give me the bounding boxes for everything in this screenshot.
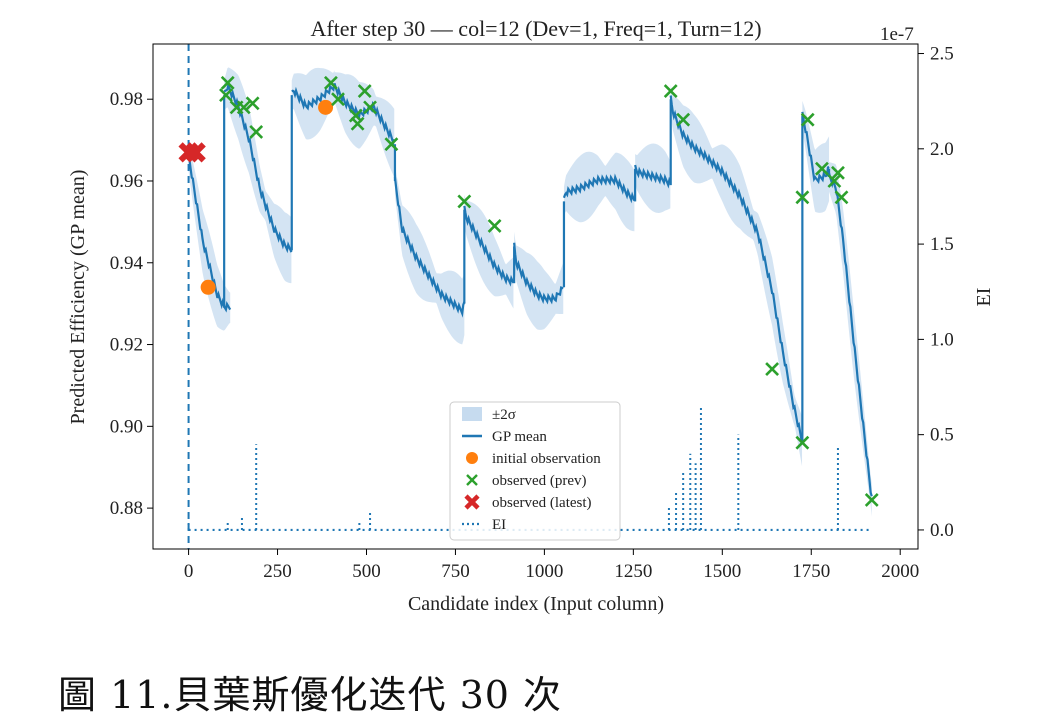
observed-prev-point: [245, 96, 260, 111]
ei-layer: [187, 406, 872, 532]
uncertainty-band-segment: [635, 143, 671, 213]
gp-mean-line-segment: [291, 83, 336, 111]
legend-label: observed (latest): [492, 495, 592, 511]
x-tick-label: 0: [184, 561, 194, 582]
y2-axis-label: EI: [973, 288, 995, 307]
observed-prev-point: [831, 165, 845, 180]
observed-prev-point: [800, 112, 815, 127]
y-axis-label: Predicted Efficiency (GP mean): [67, 170, 89, 425]
observed-prev-point: [827, 174, 842, 188]
observed-prev-point: [795, 190, 810, 205]
legend-entry: GP mean: [462, 429, 547, 445]
x-tick-label: 250: [263, 561, 292, 582]
x-tick-label: 2000: [881, 561, 919, 582]
y-tick-label: 0.88: [110, 498, 143, 519]
legend-entry: initial observation: [466, 451, 601, 467]
observed-prev-point: [220, 75, 235, 90]
observed-prev-point: [815, 161, 829, 176]
x-tick-label: 1000: [525, 561, 563, 582]
uncertainty-band-segment: [334, 72, 395, 178]
y-tick-label: 0.96: [110, 171, 143, 192]
gp-mean-line-segment: [513, 242, 564, 305]
legend-entry: observed (prev): [466, 473, 587, 489]
observed-prev-point: [219, 88, 233, 103]
gp-mean-line-segment: [801, 111, 830, 185]
uncertainty-band-segment: [563, 151, 635, 232]
legend-entry: EI: [462, 517, 506, 533]
gp-mean-line-segment: [463, 205, 515, 287]
observed-prev-point: [350, 116, 365, 131]
x-tick-label: 500: [352, 561, 381, 582]
y-tick-label: 0.90: [110, 416, 143, 437]
observed-prev-point: [834, 190, 849, 205]
gp-mean-line-segment: [223, 84, 293, 254]
uncertainty-band-segment: [394, 166, 465, 345]
y2-offset-label: 1e-7: [880, 24, 914, 45]
y2-tick-label: 2.5: [930, 44, 954, 65]
observed-prev-point: [457, 194, 472, 209]
observation-marker-layer: [178, 75, 879, 507]
uncertainty-band-segment: [802, 100, 830, 213]
x-tick-label: 1500: [703, 561, 741, 582]
legend-entry: observed (latest): [464, 494, 592, 511]
y2-tick-label: 1.0: [930, 329, 954, 350]
initial-observation-point: [200, 279, 216, 295]
y2-tick-label: 2.0: [930, 139, 954, 160]
y2-tick-label: 1.5: [930, 234, 954, 255]
observed-prev-point: [323, 75, 338, 90]
observed-prev-point: [249, 124, 264, 139]
x-tick-label: 1250: [614, 561, 652, 582]
gp-mean-line-segment: [333, 82, 396, 147]
gp-mean-line-segment: [669, 95, 804, 444]
y2-tick-label: 0.5: [930, 425, 954, 446]
x-tick-label: 750: [441, 561, 470, 582]
observed-latest-point: [185, 142, 206, 163]
gp-mean-line-segment: [634, 164, 672, 189]
observed-prev-point: [363, 100, 377, 115]
gp-mean-line-segment: [562, 173, 636, 204]
y-tick-label: 0.98: [110, 89, 143, 110]
observed-prev-point: [676, 112, 691, 127]
legend-label: EI: [492, 517, 506, 533]
observed-prev-point: [864, 493, 879, 507]
y-tick-label: 0.92: [110, 335, 143, 356]
plot-frame: [152, 43, 919, 550]
legend-swatch: [462, 407, 482, 421]
observed-prev-point: [795, 435, 810, 450]
x-tick-label: 1750: [792, 561, 830, 582]
observed-prev-point: [487, 219, 502, 233]
legend: ±2σ GP mean initial observation observed (p…: [449, 401, 621, 541]
uncertainty-band-segment: [670, 84, 803, 467]
legend-label: GP mean: [492, 429, 547, 445]
x-axis-label: Candidate index (Input column): [408, 593, 664, 615]
uncertainty-band-segment: [514, 231, 564, 330]
observed-prev-point: [236, 100, 251, 115]
y-tick-label: 0.94: [110, 253, 144, 274]
observed-prev-point: [357, 84, 372, 98]
observed-prev-point: [384, 137, 399, 152]
chart-title: After step 30 — col=12 (Dev=1, Freq=1, T…: [310, 16, 761, 41]
bayesian-optimization-chart: 0 250 500 750 1000 1250 1500 1750 2000 0.88 0.90 0.…: [67, 16, 995, 615]
initial-observation-point: [318, 99, 334, 115]
chart-figure: 0 250 500 750 1000 1250 1500 1750 2000 0.88 0.90 0.…: [67, 16, 995, 615]
legend-label: initial observation: [492, 451, 601, 467]
legend-frame: [449, 401, 621, 541]
legend-label: ±2σ: [492, 407, 516, 423]
figure-caption: 圖 11.貝葉斯優化迭代 30 次: [58, 673, 563, 717]
uncertainty-band-segment: [464, 194, 514, 309]
axis-layer: 0 250 500 750 1000 1250 1500 1750 2000 0.88 0.90 0.…: [110, 44, 954, 582]
gp-mean-line-segment: [393, 177, 466, 318]
gp-mean-layer: [187, 44, 873, 549]
observed-prev-point: [331, 92, 345, 107]
y2-tick-label: 0.0: [930, 520, 954, 541]
uncertainty-band-segment: [188, 141, 231, 331]
uncertainty-band-layer: [188, 67, 872, 517]
legend-swatch: [466, 452, 478, 464]
legend-entry: ±2σ: [462, 407, 516, 423]
observed-prev-point: [765, 362, 780, 377]
uncertainty-band-segment: [829, 162, 872, 517]
observed-prev-point: [663, 84, 678, 98]
legend-label: observed (prev): [492, 473, 587, 489]
